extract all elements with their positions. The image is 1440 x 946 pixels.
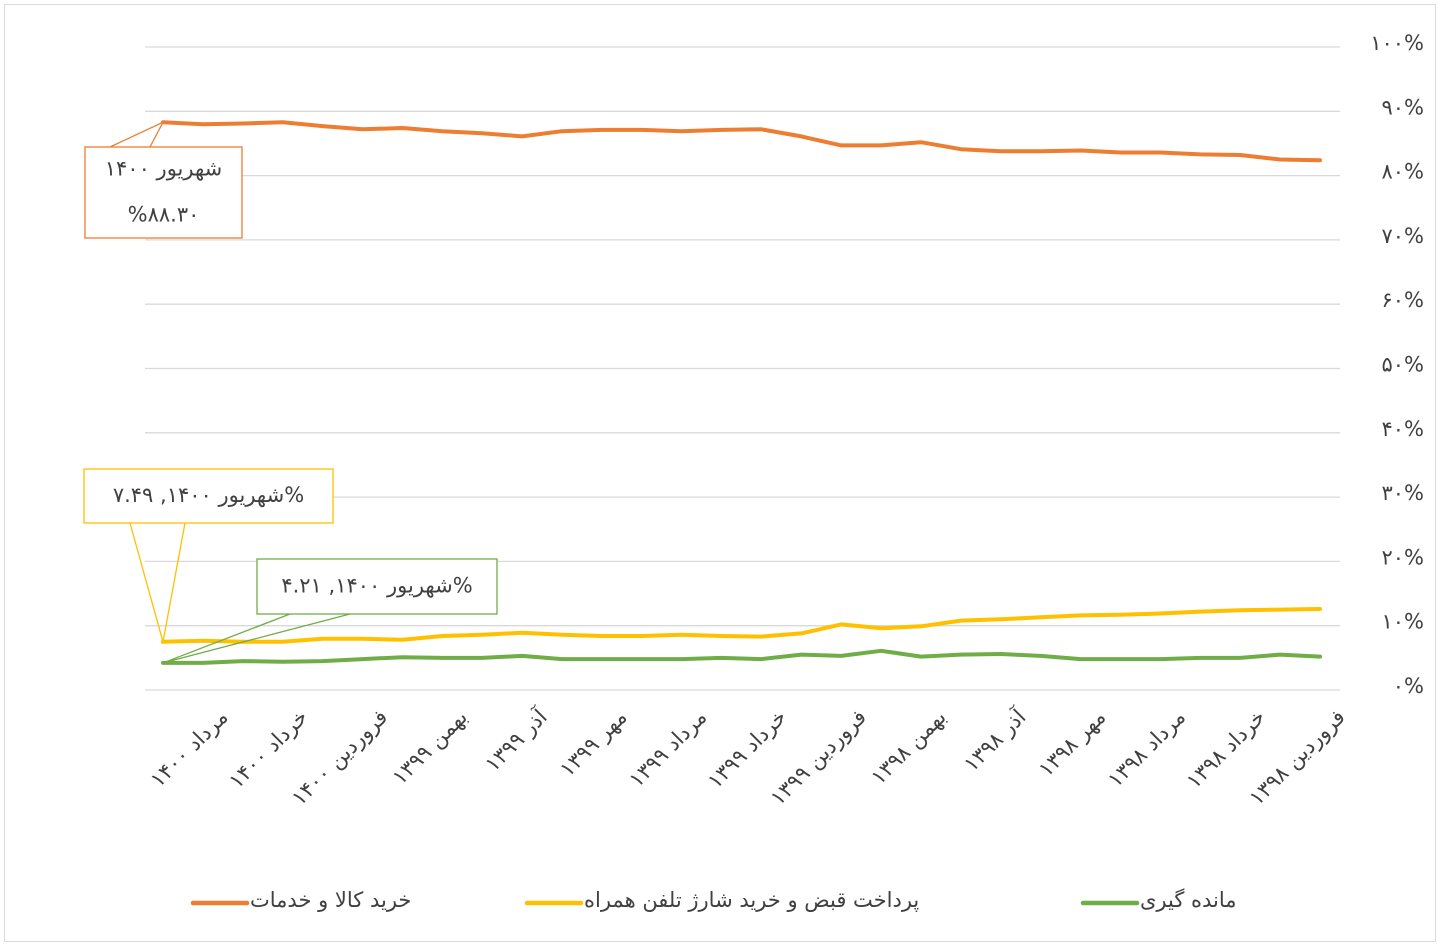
callout-pointer	[109, 120, 165, 148]
y-tick-label: ۶۰%	[1381, 288, 1424, 312]
callout-text: شهریور ۱۴۰۰, ۷.۴۹%	[113, 483, 304, 507]
y-tick-label: ۸۰%	[1381, 160, 1424, 184]
y-tick-label: ۷۰%	[1381, 224, 1424, 248]
callout-pointer	[162, 613, 351, 664]
legend-label: پرداخت قبض و خرید شارژ تلفن همراه	[584, 888, 919, 912]
callout-box	[84, 146, 243, 239]
callout-pointer	[129, 522, 186, 643]
callout-text: %۸۸.۳۰	[128, 203, 200, 227]
series-line	[161, 607, 1322, 644]
legend-label: مانده گیری	[1140, 888, 1237, 912]
callout-box	[256, 558, 498, 615]
y-tick-label: ۳۰%	[1381, 481, 1424, 505]
series-line	[161, 120, 1322, 163]
y-tick-label: ۱۰۰%	[1370, 31, 1424, 55]
y-tick-label: ۴۰%	[1381, 417, 1424, 441]
legend-label: خرید کالا و خدمات	[250, 888, 411, 912]
y-tick-label: ۱۰%	[1381, 610, 1424, 634]
y-tick-label: ۲۰%	[1381, 545, 1424, 569]
y-tick-label: ۹۰%	[1381, 95, 1424, 119]
callout-text: شهریور ۱۴۰۰, ۴.۲۱%	[281, 574, 472, 598]
y-tick-label: ۰%	[1393, 674, 1424, 698]
callout-text: شهریور ۱۴۰۰	[105, 157, 223, 181]
series-line	[161, 648, 1322, 665]
callout-box	[83, 468, 334, 524]
y-tick-label: ۵۰%	[1381, 353, 1424, 377]
